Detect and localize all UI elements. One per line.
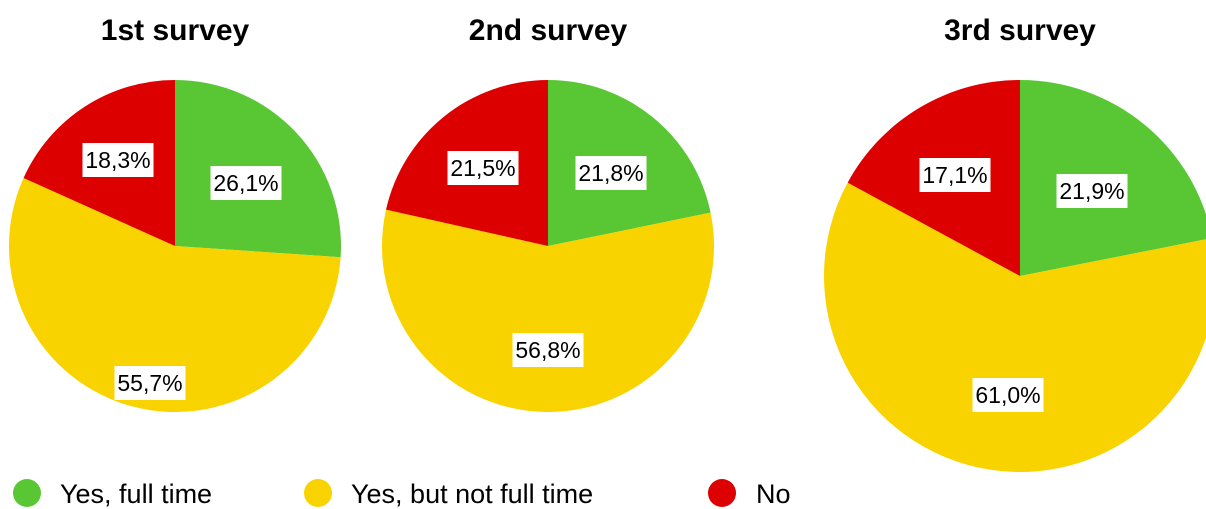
pie-1-label-bg-3 (82, 143, 154, 177)
legend: Yes, full time Yes, but not full time No (13, 479, 791, 509)
legend-label-1: Yes, full time (60, 479, 212, 509)
pie-3-label-bg-3 (919, 158, 991, 192)
pie-3-label-bg-1 (1056, 174, 1128, 208)
legend-label-2: Yes, but not full time (351, 479, 593, 509)
pie-2-data-label-3: 21,5% (450, 155, 515, 181)
pie-1-label-bg-2 (114, 366, 186, 400)
legend-swatch-3 (708, 479, 736, 507)
pie-3-data-label-2: 61,0% (975, 382, 1040, 408)
pie-3-data-label-1: 21,9% (1059, 178, 1124, 204)
pie-2: 21,8% 56,8% 21,5% (382, 80, 715, 413)
pie-1-data-label-2: 55,7% (117, 370, 182, 396)
chart-title-2: 2nd survey (469, 14, 628, 47)
pie-3-label-bg-2 (972, 378, 1044, 412)
pie-1-label-bg-1 (210, 166, 282, 200)
pie-3-slice-2 (824, 182, 1206, 472)
pie-2-data-label-2: 56,8% (515, 337, 580, 363)
pie-1-data-label-1: 26,1% (213, 170, 278, 196)
pie-1-slice-2 (8, 177, 341, 413)
pie-2-label-bg-1 (575, 156, 647, 190)
pie-2-slice-2 (382, 209, 715, 413)
pie-2-label-bg-2 (512, 333, 584, 367)
legend-swatch-2 (304, 479, 332, 507)
pie-2-label-bg-3 (447, 151, 519, 185)
chart-title-1: 1st survey (101, 14, 250, 47)
pie-2-data-label-1: 21,8% (578, 160, 643, 186)
pie-3: 21,9% 61,0% 17,1% (824, 80, 1206, 472)
pie-1-data-label-3: 18,3% (85, 147, 150, 173)
pie-1: 26,1% 55,7% 18,3% (8, 80, 341, 413)
chart-title-3: 3rd survey (944, 14, 1096, 47)
legend-label-3: No (756, 479, 791, 509)
legend-swatch-1 (13, 479, 41, 507)
pie-3-data-label-3: 17,1% (922, 162, 987, 188)
